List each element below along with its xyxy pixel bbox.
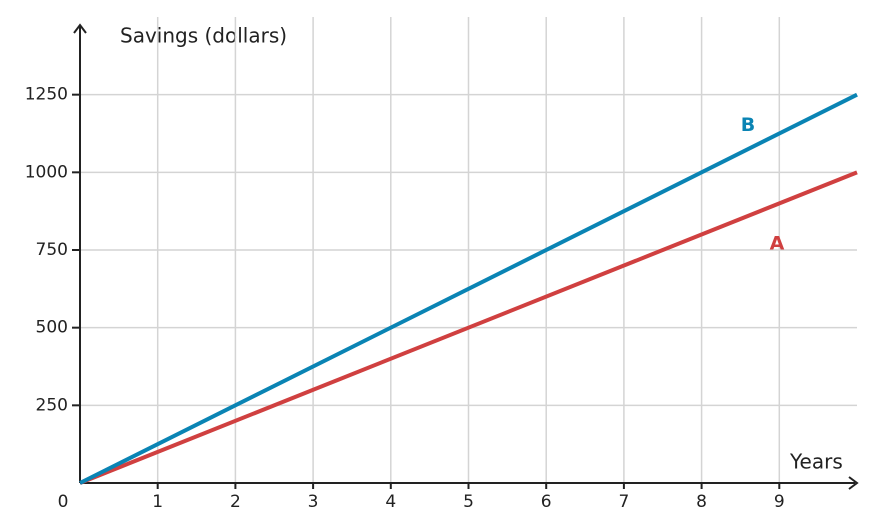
y-axis-arrow	[73, 23, 87, 34]
x-tick-label: 7	[618, 492, 629, 512]
y-tick-label: 500	[36, 318, 68, 338]
x-axis-label: Years	[789, 450, 843, 474]
x-tick-label: 8	[696, 492, 707, 512]
series-line	[79, 170, 858, 485]
series-line	[79, 92, 858, 485]
x-tick-label: 4	[385, 492, 396, 512]
y-tick-label: 750	[36, 240, 68, 260]
origin-label: 0	[58, 492, 69, 512]
x-tick-label: 9	[774, 492, 785, 512]
series-label: B	[741, 114, 755, 136]
x-axis-arrow	[848, 476, 859, 490]
y-tick-label: 1250	[25, 85, 68, 105]
y-tick-label: 250	[36, 395, 68, 415]
x-tick-label: 6	[541, 492, 552, 512]
x-tick-label: 2	[230, 492, 241, 512]
x-tick-label: 3	[308, 492, 319, 512]
y-axis-label: Savings (dollars)	[120, 24, 287, 48]
y-tick-label: 1000	[25, 162, 68, 182]
series-label: A	[770, 232, 785, 254]
x-tick-label: 5	[463, 492, 474, 512]
x-tick-label: 1	[152, 492, 163, 512]
